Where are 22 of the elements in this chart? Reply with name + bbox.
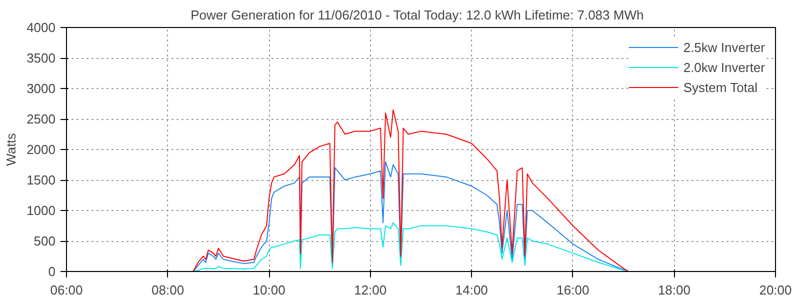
x-tick-label: 08:00 — [152, 282, 184, 298]
chart-title: Power Generation for 11/06/2010 - Total Today: 12.0 kWh Lifetime: 7.083 MWh — [190, 8, 644, 22]
y-axis-title: Watts — [4, 132, 19, 166]
y-tick-label: 2500 — [26, 112, 56, 126]
y-tick-label: 3500 — [26, 50, 56, 66]
x-tick-label: 20:00 — [759, 282, 792, 298]
y-tick-label: 2000 — [26, 142, 56, 157]
legend-label: 2.5kw Inverter — [683, 40, 765, 54]
x-tick-label: 14:00 — [455, 282, 488, 298]
y-tick-label: 500 — [34, 234, 56, 248]
y-tick-label: 1000 — [26, 203, 56, 218]
x-tick-label: 06:00 — [50, 282, 83, 298]
legend-label: System Total — [683, 80, 758, 94]
y-tick-label: 1500 — [26, 172, 56, 188]
legend-label: 2.0kw Inverter — [683, 60, 765, 74]
y-tick-label: 3000 — [26, 81, 56, 96]
x-tick-label: 16:00 — [556, 282, 590, 298]
x-tick-label: 18:00 — [658, 282, 690, 298]
y-tick-label: 0 — [48, 264, 56, 279]
x-tick-label: 10:00 — [252, 282, 286, 298]
x-tick-label: 12:00 — [354, 282, 387, 298]
y-tick-label: 4000 — [26, 20, 56, 35]
